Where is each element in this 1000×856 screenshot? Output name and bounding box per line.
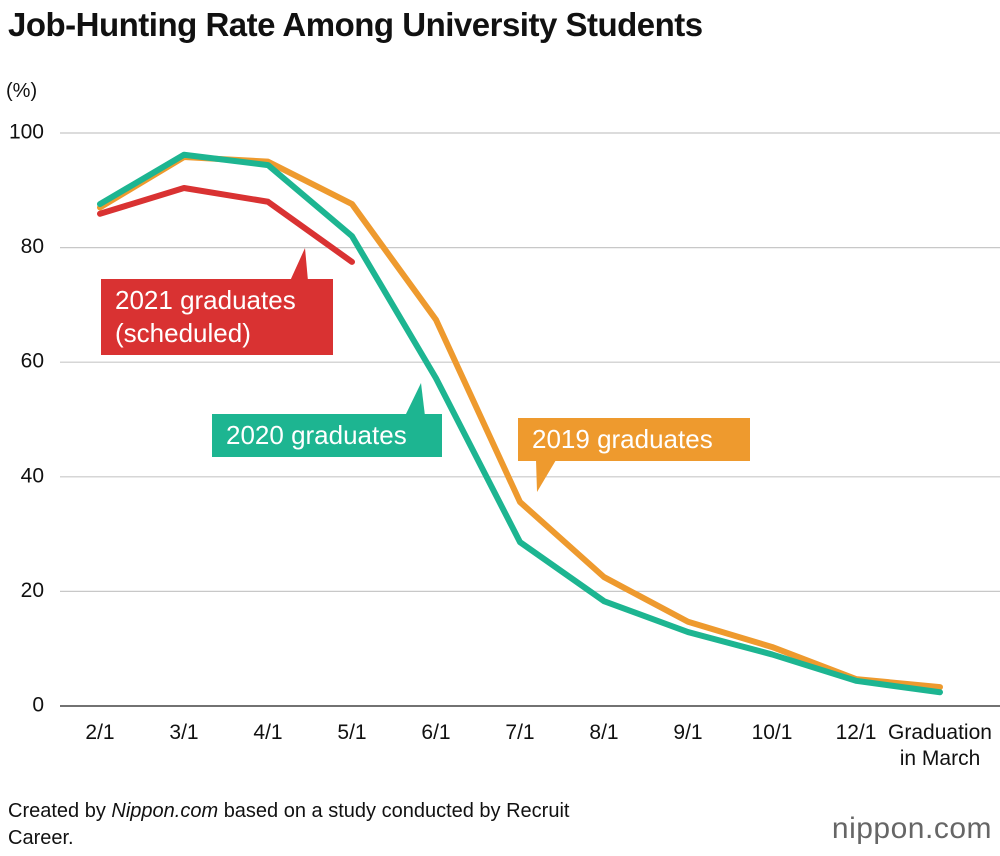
source-emphasis: Nippon.com (111, 800, 219, 822)
callout-pointer (290, 248, 308, 281)
x-tick-label: 6/1 (421, 721, 451, 744)
y-tick-label: 0 (32, 694, 44, 717)
x-tick-label: 8/1 (589, 721, 619, 744)
x-tick-label: 2/1 (85, 721, 115, 744)
y-tick-label: 20 (21, 579, 44, 602)
y-tick-label: 100 (9, 121, 44, 144)
x-tick-label: 10/1 (751, 721, 793, 744)
x-tick-label: 5/1 (337, 721, 367, 744)
y-axis-label: (%) (6, 80, 38, 102)
callout-pointer (405, 383, 425, 416)
chart-title: Job-Hunting Rate Among University Studen… (8, 6, 703, 43)
legend-label: 2020 graduates (212, 414, 442, 457)
y-tick-label: 60 (21, 350, 44, 373)
y-tick-label: 40 (21, 464, 44, 487)
x-tick-label: 9/1 (673, 721, 703, 744)
callout-pointer (536, 460, 556, 492)
logo: nippon.com (831, 812, 992, 845)
series-line (97, 151, 943, 696)
y-tick-label: 80 (21, 235, 44, 258)
source-prefix: Created by (8, 800, 106, 822)
x-tick-label: Graduation in March (888, 721, 992, 770)
legend-label: 2021 graduates (scheduled) (101, 279, 333, 355)
x-tick-label: 4/1 (253, 721, 283, 744)
source-suffix: based on a study conducted by Recruit Ca… (8, 800, 570, 849)
x-tick-label: 7/1 (505, 721, 535, 744)
source-note: Created by Nippon.com based on a study c… (8, 798, 628, 852)
x-tick-label: 3/1 (169, 721, 199, 744)
legend-label: 2019 graduates (518, 418, 750, 461)
series-line (97, 185, 355, 265)
x-tick-label: 12/1 (835, 721, 877, 744)
